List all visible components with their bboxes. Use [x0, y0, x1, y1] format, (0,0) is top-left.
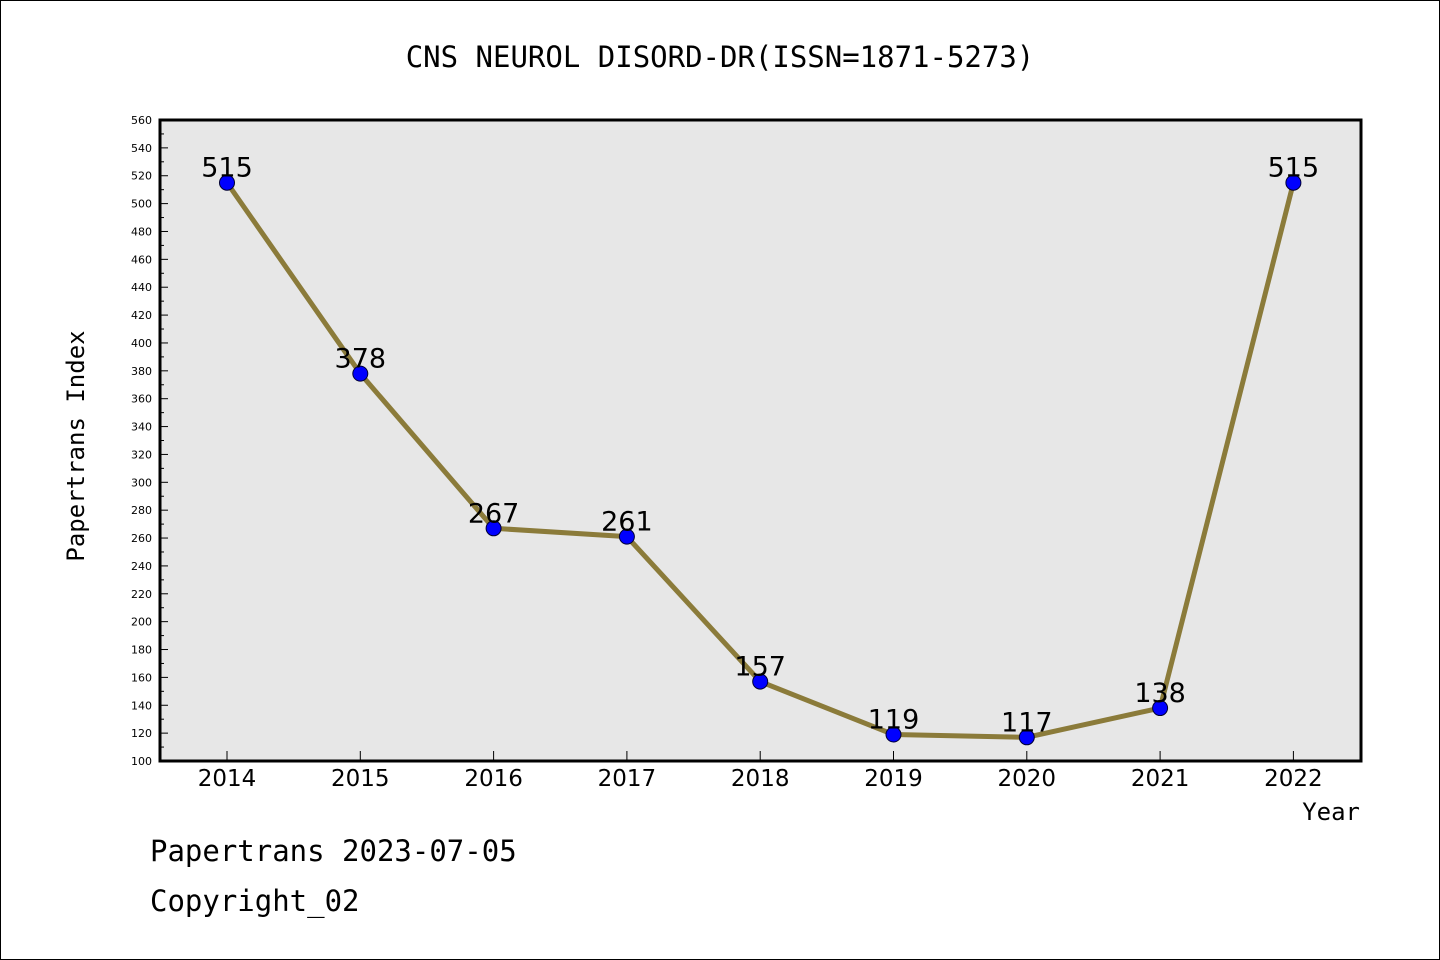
data-label: 138 [1134, 678, 1186, 709]
data-label: 378 [335, 344, 387, 375]
y-tick-label: 380 [131, 365, 152, 378]
x-tick-label: 2015 [331, 766, 390, 792]
data-label: 515 [1268, 153, 1320, 184]
data-point [485, 520, 502, 537]
y-tick-label: 160 [131, 671, 152, 684]
data-point [885, 726, 902, 743]
y-axis: 100 120 140 160 180 200 220 240 260 280 300 320 340 3… [131, 114, 168, 768]
y-tick-label: 100 [131, 755, 152, 768]
series-layer [219, 174, 1302, 746]
plot-area [160, 120, 1361, 761]
data-label: 267 [468, 498, 520, 529]
y-tick-label: 180 [131, 644, 152, 657]
plot-border [158, 118, 1363, 763]
y-tick-label: 480 [131, 225, 152, 238]
x-tick-label: 2018 [731, 766, 790, 792]
data-point [752, 673, 769, 690]
data-point [1018, 729, 1035, 746]
y-tick-label: 560 [131, 114, 152, 127]
y-tick-label: 440 [131, 281, 152, 294]
data-point [352, 365, 369, 382]
data-point [1285, 174, 1302, 191]
y-tick-label: 320 [131, 448, 152, 461]
y-tick-label: 200 [131, 616, 152, 629]
data-label: 261 [601, 507, 653, 538]
y-tick-label: 540 [131, 142, 152, 155]
y-tick-label: 340 [131, 421, 152, 434]
y-tick-label: 280 [131, 504, 152, 517]
y-axis-label: Papertrans Index [62, 330, 90, 561]
x-tick-label: 2014 [198, 766, 257, 792]
x-axis: 2014 2015 2016 2017 2018 2019 2020 2021 2022 [198, 751, 1323, 792]
data-point [1152, 700, 1169, 717]
data-label: 119 [868, 705, 920, 736]
data-labels: 515 378 267 261 157 119 117 138 515 [201, 153, 1319, 739]
data-label: 157 [734, 652, 786, 683]
y-tick-label: 300 [131, 476, 152, 489]
data-label: 515 [201, 153, 253, 184]
x-tick-label: 2019 [864, 766, 923, 792]
y-tick-label: 400 [131, 337, 152, 350]
y-tick-label: 220 [131, 588, 152, 601]
y-tick-label: 260 [131, 532, 152, 545]
y-tick-label: 120 [131, 727, 152, 740]
y-tick-label: 460 [131, 253, 152, 266]
footer-date: Papertrans 2023-07-05 [150, 834, 517, 868]
footer-copyright: Copyright_02 [150, 884, 360, 918]
chart-title: CNS NEUROL DISORD-DR(ISSN=1871-5273) [406, 40, 1035, 74]
data-point [618, 528, 635, 545]
x-tick-label: 2016 [464, 766, 523, 792]
x-tick-label: 2017 [598, 766, 657, 792]
y-tick-label: 420 [131, 309, 152, 322]
x-axis-label: Year [1302, 798, 1360, 826]
data-label: 117 [1001, 707, 1053, 738]
x-tick-label: 2021 [1131, 766, 1190, 792]
y-tick-label: 500 [131, 198, 152, 211]
data-point [219, 174, 235, 191]
x-tick-label: 2022 [1264, 766, 1323, 792]
y-tick-label: 240 [131, 560, 152, 573]
y-tick-label: 140 [131, 699, 152, 712]
y-tick-label: 360 [131, 393, 152, 406]
x-tick-label: 2020 [998, 766, 1057, 792]
y-tick-label: 520 [131, 170, 152, 183]
